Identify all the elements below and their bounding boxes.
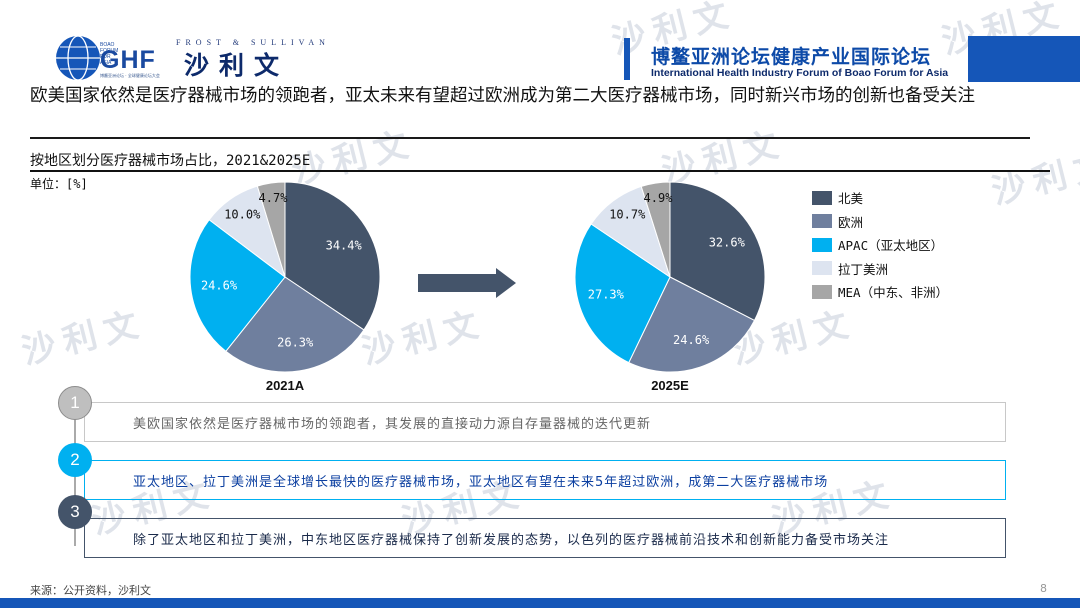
pie-label-europe-1: 26.3% [277, 336, 314, 350]
legend-item-latam: 拉丁美洲 [812, 257, 948, 281]
forum-title-en: International Health Industry Forum of B… [651, 67, 949, 79]
header-right-block [968, 36, 1080, 82]
frost-sullivan-en: FROST & SULLIVAN [176, 38, 330, 47]
point-3-badge: 3 [58, 495, 92, 529]
headline: 欧美国家依然是医疗器械市场的领跑者，亚太未来有望超过欧洲成为第二大医疗器械市场，… [30, 86, 975, 106]
legend-label: 北美 [838, 191, 864, 207]
legend-item-apac: APAC（亚太地区） [812, 233, 948, 257]
pie-title-1: 2021A [266, 378, 305, 393]
points-connector-line [74, 418, 76, 546]
footer-bar [0, 598, 1080, 608]
pie-title-2: 2025E [651, 378, 689, 393]
legend-swatch [812, 237, 832, 252]
header-accent-bar [624, 38, 630, 80]
point-2: 亚太地区、拉丁美洲是全球增长最快的医疗器械市场，亚太地区有望在未来5年超过欧洲，… [84, 460, 1006, 500]
pie-label-north-america-2: 32.6% [709, 235, 746, 249]
ghf-small-text: BOAO FORUM FOR ASIA [100, 42, 119, 66]
point-1-badge: 1 [58, 386, 92, 420]
point-3-number: 3 [70, 502, 80, 521]
pie-slice-mea-2 [640, 181, 671, 278]
pie-label-apac-2: 27.3% [588, 287, 625, 301]
point-1-number: 1 [70, 393, 80, 412]
globe-icon [56, 35, 100, 81]
legend-label: APAC（亚太地区） [838, 238, 944, 254]
source-note: 来源：公开资料，沙利文 [30, 584, 151, 597]
frost-sullivan-cn: 沙利文 [184, 51, 290, 80]
legend-swatch [812, 284, 832, 299]
forum-title-cn: 博鳌亚洲论坛健康产业国际论坛 [651, 46, 932, 68]
pie-label-latam-1: 10.0% [224, 207, 261, 221]
legend: 北美 欧洲 APAC（亚太地区） 拉丁美洲 MEA（中东、非洲） [812, 186, 948, 304]
subtitle-divider [30, 170, 1050, 172]
legend-swatch [812, 261, 832, 276]
legend-item-europe: 欧洲 [812, 210, 948, 234]
pie-slice-mea-1 [256, 181, 286, 278]
pie-slice-apac-2 [574, 223, 671, 364]
point-1: 美欧国家依然是医疗器械市场的领跑者，其发展的直接动力源自存量器械的迭代更新 [84, 402, 1006, 442]
ghf-logo-text: GHF [100, 46, 156, 74]
pie-label-apac-1: 24.6% [201, 278, 238, 292]
pie-slice-north-america-1 [284, 181, 381, 331]
ghf-sub-text: 博鳌亚洲论坛 · 全球健康论坛大会 [100, 73, 160, 78]
legend-item-mea: MEA（中东、非洲） [812, 280, 948, 304]
point-1-text: 美欧国家依然是医疗器械市场的领跑者，其发展的直接动力源自存量器械的迭代更新 [133, 416, 652, 432]
pie-slice-europe-2 [628, 276, 756, 373]
point-2-number: 2 [70, 450, 80, 469]
pie-label-europe-2: 24.6% [673, 333, 710, 347]
pie-label-mea-2: 4.9% [644, 191, 674, 205]
pie-label-mea-1: 4.7% [259, 191, 289, 205]
legend-item-north-america: 北美 [812, 186, 948, 210]
pie-slice-apac-1 [189, 219, 286, 353]
headline-divider [30, 137, 1030, 139]
chart-subtitle: 按地区划分医疗器械市场占比，2021&2025E [30, 153, 311, 169]
unit-label: 单位：[%] [30, 177, 88, 191]
point-2-badge: 2 [58, 443, 92, 477]
legend-swatch [812, 190, 832, 205]
point-3: 除了亚太地区和拉丁美洲，中东地区医疗器械保持了创新发展的态势，以色列的医疗器械前… [84, 518, 1006, 558]
page-number: 8 [1040, 582, 1047, 595]
right-arrow-icon [418, 268, 516, 298]
legend-label: MEA（中东、非洲） [838, 285, 949, 301]
legend-label: 拉丁美洲 [838, 261, 889, 277]
point-3-text: 除了亚太地区和拉丁美洲，中东地区医疗器械保持了创新发展的态势，以色列的医疗器械前… [133, 532, 890, 548]
legend-label: 欧洲 [838, 214, 864, 230]
point-2-text: 亚太地区、拉丁美洲是全球增长最快的医疗器械市场，亚太地区有望在未来5年超过欧洲，… [133, 474, 829, 490]
legend-swatch [812, 214, 832, 229]
pie-label-latam-2: 10.7% [609, 207, 646, 221]
pie-label-north-america-1: 34.4% [326, 239, 363, 253]
pie-slice-europe-1 [225, 276, 365, 373]
pie-slice-north-america-2 [669, 181, 766, 322]
